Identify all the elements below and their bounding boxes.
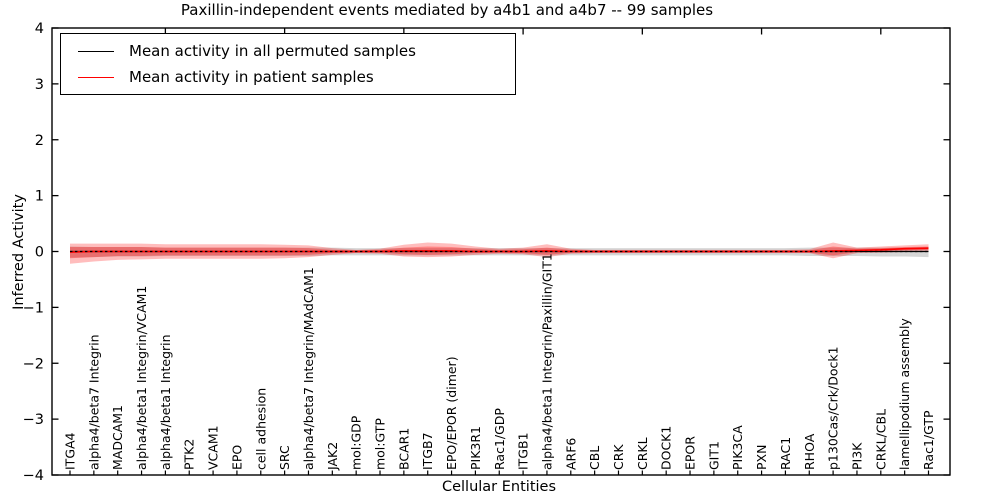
x-category-label: Rac1/GDP — [492, 408, 507, 470]
x-category-label: lamellipodium assembly — [897, 318, 912, 470]
patient-samples-band-inner — [70, 246, 929, 259]
x-category-label: CRKL — [635, 437, 650, 470]
legend-label-patient: Mean activity in patient samples — [129, 68, 374, 86]
x-category-label: alpha4/beta7 Integrin — [86, 334, 101, 470]
x-category-label: VCAM1 — [206, 425, 221, 470]
x-category-label: CRK — [611, 444, 626, 470]
legend-label-permuted: Mean activity in all permuted samples — [129, 42, 416, 60]
x-category-label: CRKL/CBL — [873, 409, 888, 470]
x-category-label: alpha4/beta1 Integrin — [158, 334, 173, 470]
x-category-label: ARF6 — [563, 438, 578, 470]
x-category-label: mol:GTP — [373, 418, 388, 470]
y-tick-label: 2 — [35, 133, 44, 149]
patient-samples-band-outer — [70, 242, 929, 264]
y-tick-label: 3 — [35, 77, 44, 93]
x-category-label: EPO — [229, 445, 244, 470]
x-category-label: JAK2 — [325, 442, 340, 471]
y-tick-label: −4 — [23, 468, 44, 484]
x-category-label: mol:GDP — [349, 415, 364, 470]
x-category-label: ITGB7 — [420, 432, 435, 470]
x-category-label: PIK3R1 — [468, 426, 483, 470]
x-category-label: RHOA — [802, 433, 817, 470]
patient-line-sample-icon — [78, 76, 114, 78]
y-tick-label: 1 — [35, 189, 44, 205]
x-category-label: DOCK1 — [659, 426, 674, 470]
y-tick-label: 4 — [35, 21, 44, 37]
x-category-label: MADCAM1 — [110, 405, 125, 470]
legend-item-permuted: Mean activity in all permuted samples — [78, 38, 515, 64]
chart-title: Paxillin-independent events mediated by … — [180, 1, 714, 19]
x-category-label: EPO/EPOR (dimer) — [444, 356, 459, 470]
y-tick-label: 0 — [35, 245, 44, 261]
x-category-label: alpha4/beta7 Integrin/MAdCAM1 — [301, 267, 316, 470]
x-category-label: PIK3CA — [730, 425, 745, 470]
bands-group — [70, 242, 929, 264]
y-tick-label: −2 — [23, 356, 44, 372]
x-category-label: alpha4/beta1 Integrin/VCAM1 — [134, 286, 149, 470]
x-category-label: Rac1/GTP — [921, 410, 936, 470]
legend-item-patient: Mean activity in patient samples — [78, 64, 515, 90]
x-category-label: p130Cas/Crk/Dock1 — [826, 346, 841, 470]
x-category-label: EPOR — [683, 436, 698, 470]
x-category-label: RAC1 — [778, 437, 793, 470]
permuted-line-sample-icon — [78, 50, 114, 52]
x-category-label: CBL — [587, 446, 602, 470]
x-category-label: PI3K — [849, 442, 864, 470]
y-ticks-group: 4 3 2 1 0 −1 −2 −3 −4 — [23, 21, 950, 484]
x-axis-label: Cellular Entities — [441, 479, 557, 495]
x-category-label: GIT1 — [706, 441, 721, 470]
x-category-label: ITGB1 — [516, 432, 531, 470]
y-tick-label: −3 — [23, 412, 44, 428]
x-category-label: alpha4/beta1 Integrin/Paxillin/GIT1 — [539, 253, 554, 470]
x-category-label: ITGA4 — [63, 432, 78, 470]
x-category-label: SRC — [277, 445, 292, 470]
x-category-label: cell adhesion — [253, 388, 268, 470]
x-category-label: PTK2 — [182, 439, 197, 470]
y-tick-label: −1 — [23, 300, 44, 316]
x-ticks-group: ITGA4 alpha4/beta7 Integrin MADCAM1 alpha4/… — [63, 253, 936, 475]
x-category-label: BCAR1 — [396, 428, 411, 470]
mean-lines-group — [69, 247, 929, 253]
legend: Mean activity in all permuted samples Me… — [60, 33, 516, 95]
x-category-label: PXN — [754, 445, 769, 470]
